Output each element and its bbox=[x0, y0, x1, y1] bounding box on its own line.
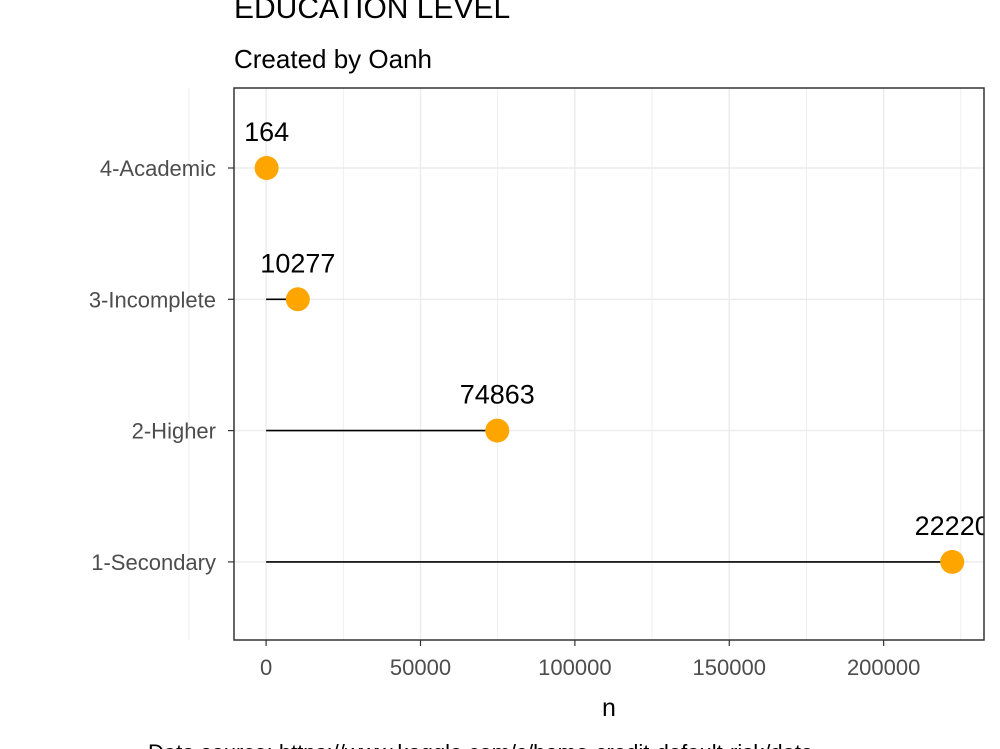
chart-marks: 164 10277 74863 22220 bbox=[244, 117, 990, 574]
x-axis-label: n bbox=[602, 694, 616, 722]
y-axis: 4-Academic 3-Incomplete 2-Higher 1-Secondar… bbox=[89, 156, 234, 575]
chart-caption: Data source: https://www.kaggle.com/c/ho… bbox=[148, 740, 814, 749]
y-tick-label: 2-Higher bbox=[132, 419, 216, 444]
gridlines bbox=[188, 88, 984, 640]
y-tick-label: 4-Academic bbox=[100, 156, 216, 181]
chart-subtitle: Created by Oanh bbox=[234, 44, 432, 74]
x-axis: 0 50000 100000 150000 200000 bbox=[260, 640, 920, 680]
lollipop-point bbox=[940, 549, 965, 574]
x-tick-label: 50000 bbox=[390, 655, 451, 680]
lollipop-point bbox=[485, 418, 510, 443]
x-tick-label: 150000 bbox=[693, 655, 766, 680]
data-label: 164 bbox=[244, 117, 289, 147]
y-tick-label: 1-Secondary bbox=[91, 550, 216, 575]
lollipop-point bbox=[285, 287, 310, 312]
x-tick-label: 0 bbox=[260, 655, 272, 680]
chart-title: EDUCATION LEVEL bbox=[234, 0, 510, 25]
x-tick-label: 100000 bbox=[538, 655, 611, 680]
panel-border bbox=[233, 87, 985, 641]
y-tick-label: 3-Incomplete bbox=[89, 287, 216, 312]
lollipop-point bbox=[254, 156, 279, 180]
x-tick-label: 200000 bbox=[847, 655, 920, 680]
data-label: 22220 bbox=[915, 511, 990, 541]
data-label: 10277 bbox=[260, 248, 335, 278]
data-label: 74863 bbox=[460, 380, 535, 410]
